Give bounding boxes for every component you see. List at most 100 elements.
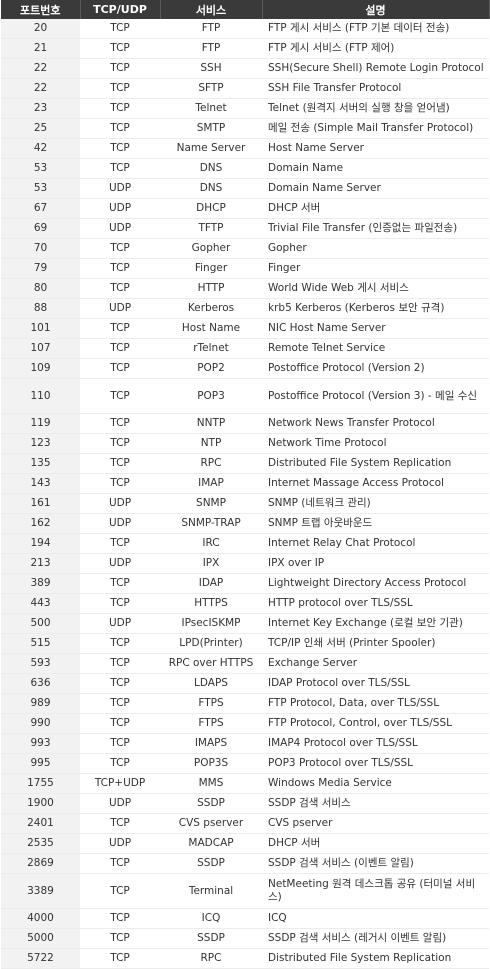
service-cell: TFTP	[160, 218, 262, 239]
table-row: 67 UDP DHCP DHCP 서버	[1, 198, 489, 219]
service-cell: SNMP-TRAP	[160, 513, 262, 534]
table-row: 20 TCP FTP FTP 게시 서비스 (FTP 기본 데이터 전송)	[1, 19, 489, 39]
protocol-cell: TCP	[80, 633, 160, 654]
port-cell: 161	[1, 493, 80, 514]
port-cell: 989	[1, 693, 80, 714]
protocol-cell: TCP	[80, 118, 160, 139]
table-row: 593 TCP RPC over HTTPS Exchange Server	[1, 653, 489, 674]
description-cell: IDAP Protocol over TLS/SSL	[262, 673, 489, 694]
description-cell: Windows Media Service	[262, 773, 489, 794]
protocol-cell: TCP	[80, 78, 160, 99]
port-cell: 53	[1, 178, 80, 199]
protocol-cell: TCP	[80, 673, 160, 694]
protocol-cell: TCP	[80, 58, 160, 79]
protocol-cell: TCP	[80, 713, 160, 734]
service-cell: Telnet	[160, 98, 262, 119]
table-row: 161 UDP SNMP SNMP (네트워크 관리)	[1, 493, 489, 514]
table-row: 21 TCP FTP FTP 게시 서비스 (FTP 제어)	[1, 38, 489, 59]
table-row: 515 TCP LPD(Printer) TCP/IP 인쇄 서버 (Printer …	[1, 633, 489, 654]
port-cell: 443	[1, 593, 80, 614]
service-cell: IMAPS	[160, 733, 262, 754]
port-cell: 990	[1, 713, 80, 734]
description-cell: POP3 Protocol over TLS/SSL	[262, 753, 489, 774]
table-row: 42 TCP Name Server Host Name Server	[1, 138, 489, 159]
port-cell: 135	[1, 453, 80, 474]
description-cell: Distributed File System Replication	[262, 453, 489, 474]
protocol-cell: TCP	[80, 533, 160, 554]
port-cell: 194	[1, 533, 80, 554]
table-row: 2401 TCP CVS pserver CVS pserver	[1, 813, 489, 834]
port-cell: 22	[1, 78, 80, 99]
protocol-cell: UDP	[80, 513, 160, 534]
protocol-cell: TCP	[80, 573, 160, 594]
description-cell: 메일 전송 (Simple Mail Transfer Protocol)	[262, 118, 489, 139]
protocol-cell: UDP	[80, 553, 160, 574]
table-row: 5722 TCP RPC Distributed File System Replic…	[1, 948, 489, 969]
port-cell: 23	[1, 98, 80, 119]
service-cell: RPC	[160, 948, 262, 969]
protocol-cell: UDP	[80, 493, 160, 514]
description-cell: SSDP 검색 서비스 (이벤트 알림)	[262, 853, 489, 874]
protocol-cell: UDP	[80, 218, 160, 239]
table-row: 500 UDP IPsecISKMP Internet Key Exchange (로…	[1, 613, 489, 634]
protocol-cell: TCP	[80, 158, 160, 179]
protocol-cell: TCP+UDP	[80, 773, 160, 794]
description-cell: NetMeeting 원격 데스크톱 공유 (터미널 서비스)	[262, 873, 489, 909]
protocol-cell: UDP	[80, 198, 160, 219]
service-cell: SFTP	[160, 78, 262, 99]
description-cell: Remote Telnet Service	[262, 338, 489, 359]
service-cell: SSDP	[160, 793, 262, 814]
header-port: 포트번호	[1, 0, 81, 19]
port-cell: 123	[1, 433, 80, 454]
port-cell: 88	[1, 298, 80, 319]
description-cell: Lightweight Directory Access Protocol	[262, 573, 489, 594]
service-cell: rTelnet	[160, 338, 262, 359]
description-cell: SNMP (네트워크 관리)	[262, 493, 489, 514]
description-cell: Internet Key Exchange (로컬 보안 기관)	[262, 613, 489, 634]
table-row: 3389 TCP Terminal NetMeeting 원격 데스크톱 공유 (터미…	[1, 873, 489, 909]
header-protocol: TCP/UDP	[80, 0, 161, 19]
description-cell: SSDP 검색 서비스	[262, 793, 489, 814]
protocol-cell: TCP	[80, 378, 160, 414]
table-row: 70 TCP Gopher Gopher	[1, 238, 489, 259]
table-row: 143 TCP IMAP Internet Massage Access Protoc…	[1, 473, 489, 494]
description-cell: FTP Protocol, Control, over TLS/SSL	[262, 713, 489, 734]
protocol-cell: TCP	[80, 593, 160, 614]
description-cell: DHCP 서버	[262, 833, 489, 854]
port-cell: 79	[1, 258, 80, 279]
service-cell: Kerberos	[160, 298, 262, 319]
header-service: 서비스	[160, 0, 263, 19]
description-cell: Exchange Server	[262, 653, 489, 674]
service-cell: POP3S	[160, 753, 262, 774]
service-cell: SSDP	[160, 853, 262, 874]
service-cell: IPsecISKMP	[160, 613, 262, 634]
port-cell: 389	[1, 573, 80, 594]
table-row: 2535 UDP MADCAP DHCP 서버	[1, 833, 489, 854]
service-cell: NNTP	[160, 413, 262, 434]
description-cell: Telnet (원격지 서버의 실행 창을 얻어냄)	[262, 98, 489, 119]
table-row: 135 TCP RPC Distributed File System Replica…	[1, 453, 489, 474]
description-cell: DHCP 서버	[262, 198, 489, 219]
description-cell: FTP 게시 서비스 (FTP 기본 데이터 전송)	[262, 19, 489, 39]
header-description: 설명	[262, 0, 490, 19]
service-cell: CVS pserver	[160, 813, 262, 834]
table-row: 22 TCP SFTP SSH File Transfer Protocol	[1, 78, 489, 99]
port-cell: 69	[1, 218, 80, 239]
protocol-cell: TCP	[80, 38, 160, 59]
service-cell: IMAP	[160, 473, 262, 494]
protocol-cell: TCP	[80, 413, 160, 434]
protocol-cell: TCP	[80, 753, 160, 774]
table-row: 110 TCP POP3 Postoffice Protocol (Version 3…	[1, 378, 489, 414]
service-cell: Gopher	[160, 238, 262, 259]
protocol-cell: TCP	[80, 19, 160, 39]
port-cell: 1755	[1, 773, 80, 794]
service-cell: Name Server	[160, 138, 262, 159]
service-cell: Host Name	[160, 318, 262, 339]
table-row: 79 TCP Finger Finger	[1, 258, 489, 279]
protocol-cell: TCP	[80, 653, 160, 674]
protocol-cell: TCP	[80, 853, 160, 874]
description-cell: Domain Name	[262, 158, 489, 179]
service-cell: SMTP	[160, 118, 262, 139]
description-cell: NIC Host Name Server	[262, 318, 489, 339]
